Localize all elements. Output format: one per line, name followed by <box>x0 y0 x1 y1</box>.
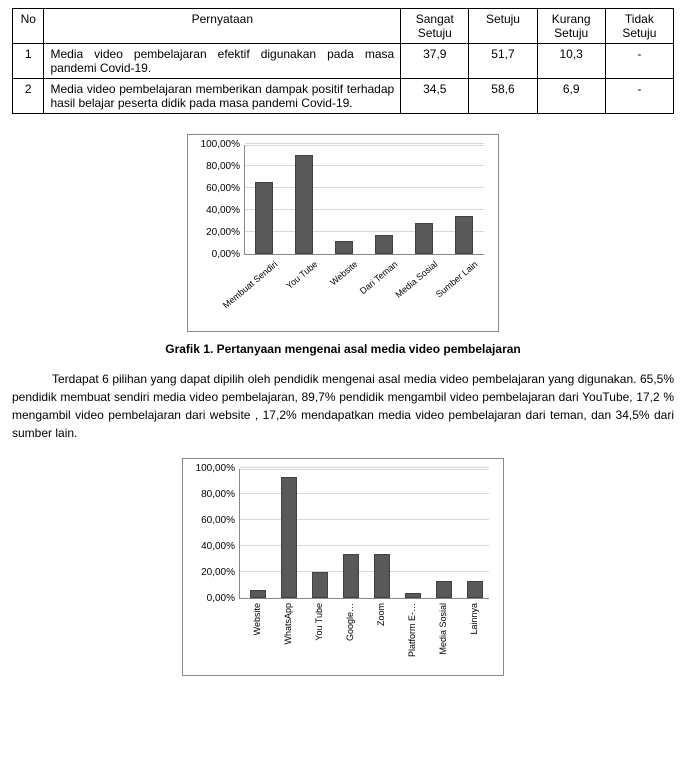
header-tidak-setuju: Tidak Setuju <box>605 9 673 44</box>
cell-no: 2 <box>13 79 44 114</box>
cell-setuju: 58,6 <box>469 79 537 114</box>
chart-bar <box>415 223 433 254</box>
chart-bar <box>405 593 421 598</box>
header-kurang-setuju: Kurang Setuju <box>537 9 605 44</box>
chart-bar <box>467 581 483 598</box>
chart-bar <box>312 572 328 598</box>
table-header-row: No Pernyataan Sangat Setuju Setuju Kuran… <box>13 9 674 44</box>
table-row: 1Media video pembelajaran efektif diguna… <box>13 44 674 79</box>
x-axis-label: Lainnya <box>469 603 479 635</box>
cell-kurang-setuju: 10,3 <box>537 44 605 79</box>
cell-kurang-setuju: 6,9 <box>537 79 605 114</box>
x-axis-label: Platform E-… <box>407 603 417 657</box>
table-row: 2Media video pembelajaran memberikan dam… <box>13 79 674 114</box>
chart-bar <box>250 590 266 598</box>
chart1-container: 100,00%80,00%60,00%40,00%20,00%0,00%Memb… <box>12 134 674 332</box>
x-axis-label: Google… <box>345 603 355 641</box>
x-axis-label: Zoom <box>376 603 386 626</box>
cell-sangat-setuju: 34,5 <box>401 79 469 114</box>
chart-bar <box>374 554 390 598</box>
x-axis-label: Website <box>252 603 262 635</box>
chart1-box: 100,00%80,00%60,00%40,00%20,00%0,00%Memb… <box>187 134 499 332</box>
paragraph-1-text: Terdapat 6 pilihan yang dapat dipilih ol… <box>12 372 674 440</box>
cell-no: 1 <box>13 44 44 79</box>
chart1-caption: Grafik 1. Pertanyaan mengenai asal media… <box>12 342 674 356</box>
header-no: No <box>13 9 44 44</box>
cell-statement: Media video pembelajaran efektif digunak… <box>44 44 401 79</box>
header-sangat-setuju: Sangat Setuju <box>401 9 469 44</box>
x-axis-label: Media Sosial <box>438 603 448 655</box>
cell-statement: Media video pembelajaran memberikan damp… <box>44 79 401 114</box>
chart-bar <box>343 554 359 598</box>
chart2-container: 100,00%80,00%60,00%40,00%20,00%0,00%Webs… <box>12 458 674 676</box>
cell-sangat-setuju: 37,9 <box>401 44 469 79</box>
x-axis-label: WhatsApp <box>283 603 293 645</box>
x-axis-label: You Tube <box>314 603 324 641</box>
cell-tidak-setuju: - <box>605 44 673 79</box>
cell-setuju: 51,7 <box>469 44 537 79</box>
chart-bar <box>455 216 473 254</box>
chart-bar <box>375 235 393 254</box>
chart-bar <box>281 477 297 598</box>
paragraph-1: Terdapat 6 pilihan yang dapat dipilih ol… <box>12 370 674 442</box>
cell-tidak-setuju: - <box>605 79 673 114</box>
chart-bar <box>335 241 353 254</box>
survey-table: No Pernyataan Sangat Setuju Setuju Kuran… <box>12 8 674 114</box>
header-statement: Pernyataan <box>44 9 401 44</box>
chart-bar <box>295 155 313 254</box>
chart-bar <box>436 581 452 598</box>
header-setuju: Setuju <box>469 9 537 44</box>
chart-bar <box>255 182 273 254</box>
chart2-box: 100,00%80,00%60,00%40,00%20,00%0,00%Webs… <box>182 458 504 676</box>
